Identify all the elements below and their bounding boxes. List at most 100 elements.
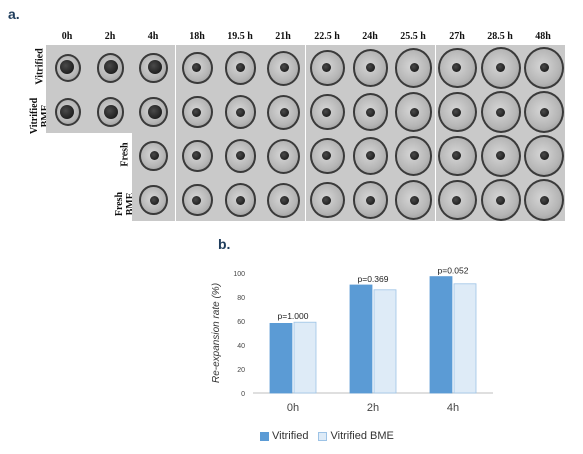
embryo-image [392,133,435,177]
zona-pellucida [139,52,168,84]
time-header: 24h [362,31,378,42]
inner-cell-mass [322,195,331,205]
time-header: 28.5 h [487,31,513,42]
inner-cell-mass [147,105,162,119]
inner-cell-mass [103,105,118,119]
x-tick-label: 2h [367,402,379,414]
inner-cell-mass [322,62,331,72]
embryo-image [306,177,349,221]
embryo-image [522,45,565,89]
bar-vitrified [349,284,373,394]
y-axis-label: Re-expansion rate (%) [211,283,222,383]
p-value-annotation: p=1.000 [278,311,309,321]
bar-vitrified [429,276,453,394]
embryo-image [219,45,262,89]
bar-vitrified [269,323,293,394]
embryo-image [392,177,435,221]
row-label-line: Fresh [119,142,131,167]
inner-cell-mass [540,107,549,117]
embryo-image [176,177,219,221]
embryo-image [349,133,392,177]
embryo-image [262,45,305,89]
inner-cell-mass [410,107,419,117]
legend-item-vitrified-bme: Vitrified BME [318,430,394,442]
legend-swatch-vitrified-bme [318,431,328,441]
inner-cell-mass [147,60,162,74]
row-label-line: Vitrified [34,48,46,85]
time-header: 4h [147,31,159,42]
time-header: 25.5 h [400,31,426,42]
p-value-annotation: p=0.052 [438,266,469,276]
embryo-image [132,89,175,133]
legend-label-vitrified: Vitrified [272,430,309,442]
zona-pellucida [310,181,345,219]
inner-cell-mass [280,107,289,117]
inner-cell-mass [322,150,331,160]
embryo-image [132,45,175,89]
embryo-image [349,45,392,89]
embryo-image [436,89,479,133]
inner-cell-mass [236,107,245,117]
embryo-image [219,177,262,221]
zona-pellucida [139,184,168,216]
row-label-line: Vitrified [29,97,40,135]
embryo-image [89,89,132,133]
time-header: 22.5 h [314,31,340,42]
inner-cell-mass [236,195,245,205]
embryo-image [479,45,522,89]
bar-vitrified-bme [293,321,317,394]
embryo-image [89,45,132,89]
embryo-image [306,133,349,177]
time-header: 2h [104,31,116,42]
inner-cell-mass [540,150,549,160]
zona-pellucida [224,183,257,217]
embryo-image [46,45,89,89]
inner-cell-mass [496,195,505,205]
embryo-image [132,177,175,221]
time-header: 0h [61,31,73,42]
inner-cell-mass [410,150,419,160]
panel-b-label: b. [218,236,231,252]
inner-cell-mass [410,195,419,205]
embryo-image [176,45,219,89]
embryo-image [349,177,392,221]
time-header: 21h [275,31,291,42]
embryo-image [392,45,435,89]
inner-cell-mass [410,62,419,72]
embryo-image [392,89,435,133]
embryo-image [479,177,522,221]
time-header: 19.5 h [227,31,253,42]
embryo-image [436,133,479,177]
embryo-image [262,89,305,133]
embryo-image [262,133,305,177]
legend-label-vitrified-bme: Vitrified BME [330,430,394,442]
legend-item-vitrified: Vitrified [260,430,308,442]
inner-cell-mass [322,107,331,117]
x-tick-label: 0h [287,402,299,414]
chart-legend: Vitrified Vitrified BME [260,430,394,442]
zona-pellucida [224,51,257,85]
embryo-image [436,177,479,221]
inner-cell-mass [103,60,118,74]
inner-cell-mass [452,62,461,72]
inner-cell-mass [540,195,549,205]
x-tick-label: 4h [447,402,459,414]
inner-cell-mass [366,195,375,205]
embryo-image [306,45,349,89]
zona-pellucida [480,91,521,133]
y-tick-label: 60 [237,319,245,326]
bar-vitrified-bme [373,289,397,394]
inner-cell-mass [280,150,289,160]
inner-cell-mass [366,150,375,160]
inner-cell-mass [192,195,201,205]
inner-cell-mass [59,105,74,119]
row-label: Vitrified [35,45,46,89]
inner-cell-mass [452,195,461,205]
bar-vitrified-bme [453,283,477,394]
inner-cell-mass [150,150,159,160]
inner-cell-mass [452,150,461,160]
inner-cell-mass [496,107,505,117]
embryo-image [522,133,565,177]
embryo-image [306,89,349,133]
inner-cell-mass [59,60,74,74]
